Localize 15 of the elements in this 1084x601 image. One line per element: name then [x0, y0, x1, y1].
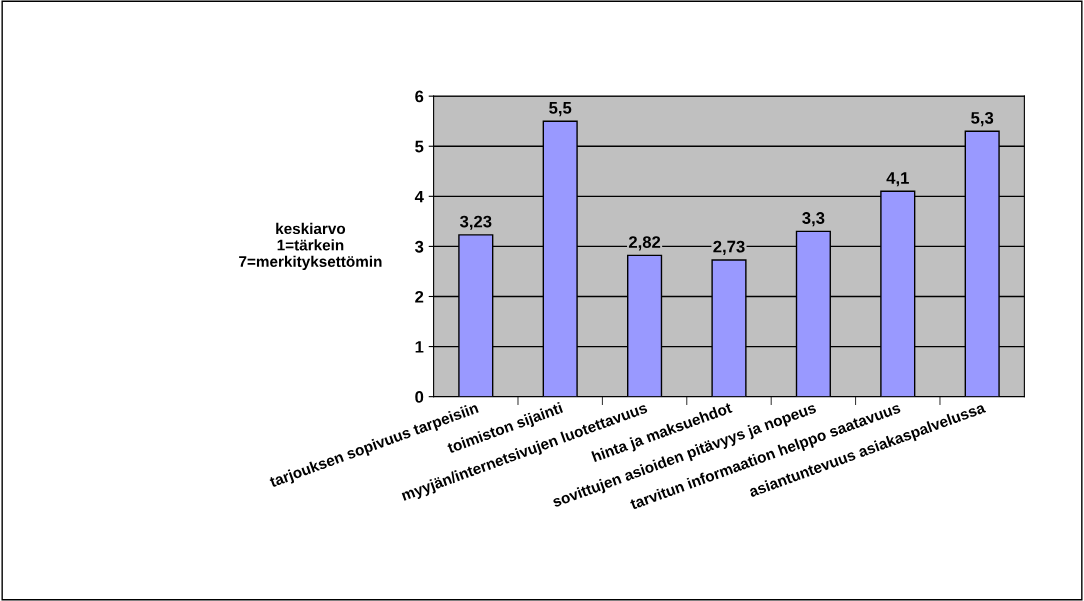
y-tick-label: 6 [415, 90, 424, 103]
y-tick-label: 1 [415, 341, 424, 353]
data-label: 2,82 [628, 236, 661, 251]
data-label: 3,23 [459, 215, 492, 230]
data-label: 3,3 [802, 212, 825, 227]
data-label: 5,3 [971, 111, 994, 127]
y-tick-label: 3 [414, 240, 424, 253]
y-tick-label: 2 [415, 290, 424, 303]
y-tick-label: 5 [415, 140, 424, 153]
data-label: 2,73 [713, 240, 745, 255]
y-tick-label: 4 [414, 190, 424, 203]
y-tick-label: 0 [415, 391, 424, 403]
data-label: 4,1 [886, 172, 909, 187]
data-label: 5,5 [549, 102, 572, 117]
y-axis-title: keskiarvo 1=tärkein 7=merkityksettömin [239, 222, 382, 270]
